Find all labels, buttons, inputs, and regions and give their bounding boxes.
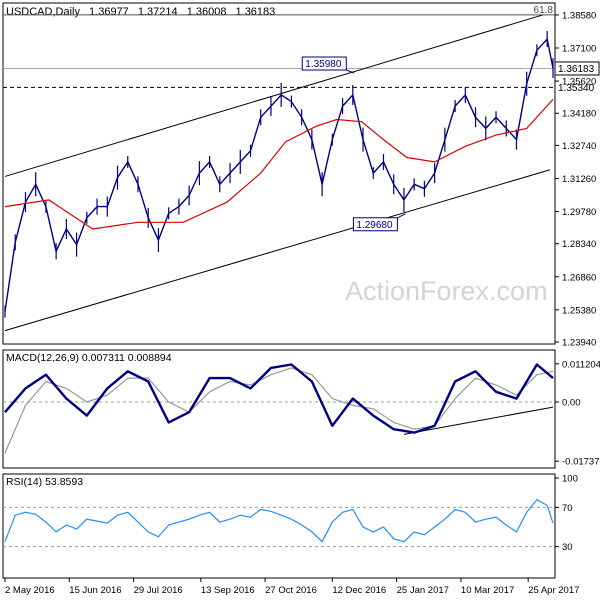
annotation-box [301,56,347,71]
fib-label: 61.8 [534,5,554,16]
price-tick-label: 1.25380 [562,305,596,316]
macd-tick-label: 0.011204 [562,359,600,370]
macd-frame [2,349,556,469]
rsi-tick-label: 100 [562,474,578,485]
price-y-axis: 1.38580 1.37100 1.35620 1.34180 1.32740 1.312… [555,10,596,349]
macd-panel: MACD(12,26,9) 0.007311 0.008894 0.011204… [2,349,600,469]
annotation-leader [346,69,355,74]
macd-guides [3,401,555,435]
open-value: 1.36977 [89,6,129,18]
rsi-tick-label: 70 [562,503,573,514]
rsi-label: RSI(14) 53.8593 [6,476,83,488]
macd-y-axis: 0.011204 0.00 -0.017371 [555,359,600,468]
price-tick-label: 1.34180 [562,109,596,120]
symbol-label: USDCAD,Daily [6,6,80,18]
price-tick-label: 1.26860 [562,272,596,283]
price-tick-label: 1.35620 [562,77,596,88]
annotation-label: 1.29680 [356,220,393,231]
x-tick-label: 27 Oct 2016 [265,585,317,596]
macd-label: MACD(12,26,9) 0.007311 0.008894 [6,352,172,364]
macd-tick-label: -0.017371 [562,457,600,468]
signal-line [4,367,554,454]
moving-average-line [4,98,554,230]
x-tick-label: 25 Apr 2017 [528,585,579,596]
x-axis: 2 May 2016 15 Jun 2016 29 Jul 2016 13 Sep 2… [4,578,579,596]
x-tick-label: 10 Mar 2017 [461,585,514,596]
x-tick-label: 15 Jun 2016 [69,585,121,596]
rsi-y-axis: 100 70 30 [555,474,578,553]
macd-tick-label: 0.00 [562,397,581,408]
macd-line [4,363,554,434]
price-close-line [4,37,554,312]
low-value: 1.36008 [187,6,227,18]
channel-lower-line [4,169,551,332]
rsi-panel: RSI(14) 53.8593 100 70 30 [2,473,578,579]
x-tick-label: 13 Sep 2016 [201,585,255,596]
watermark: ActionForex.com [345,276,548,306]
price-series [4,31,554,318]
channel-upper-line [4,14,543,177]
price-tick-label: 1.38580 [562,10,596,21]
rsi-series [4,498,554,543]
price-header: USDCAD,Daily 1.36977 1.37214 1.36008 1.3… [6,6,275,18]
price-tick-label: 1.31260 [562,174,596,185]
macd-trendline [403,406,554,435]
price-tick-label: 1.37100 [562,44,596,55]
rsi-guides [3,506,555,548]
rsi-frame [2,473,556,579]
annotation-label: 1.35980 [305,59,342,70]
x-tick-label: 2 May 2016 [5,585,55,596]
last-price-label: 1.36183 [558,64,595,75]
price-tick-label: 1.28340 [562,239,596,250]
price-annotations: 1.35980 1.29680 [301,56,406,232]
last-price-box [554,61,600,76]
annotation-box [352,217,398,232]
x-tick-label: 29 Jul 2016 [134,585,183,596]
price-guides [3,14,555,88]
price-tick-label: 1.29780 [562,207,596,218]
x-tick-label: 12 Dec 2016 [332,585,386,596]
last-price-tag: 1.36183 [554,61,600,76]
rsi-tick-label: 30 [562,542,573,553]
macd-series [4,363,554,454]
price-tick-label: 1.23940 [562,338,596,349]
price-frame [2,2,556,345]
trend-channel [4,14,551,332]
price-tick-label: 1.32740 [562,141,596,152]
x-tick-label: 25 Jan 2017 [397,585,449,596]
high-value: 1.37214 [138,6,178,18]
support-label: 1.35340 [558,83,595,94]
close-value: 1.36183 [236,6,276,18]
annotation-leader [397,213,406,219]
rsi-line [4,498,554,543]
price-panel: USDCAD,Daily 1.36977 1.37214 1.36008 1.3… [2,2,600,349]
